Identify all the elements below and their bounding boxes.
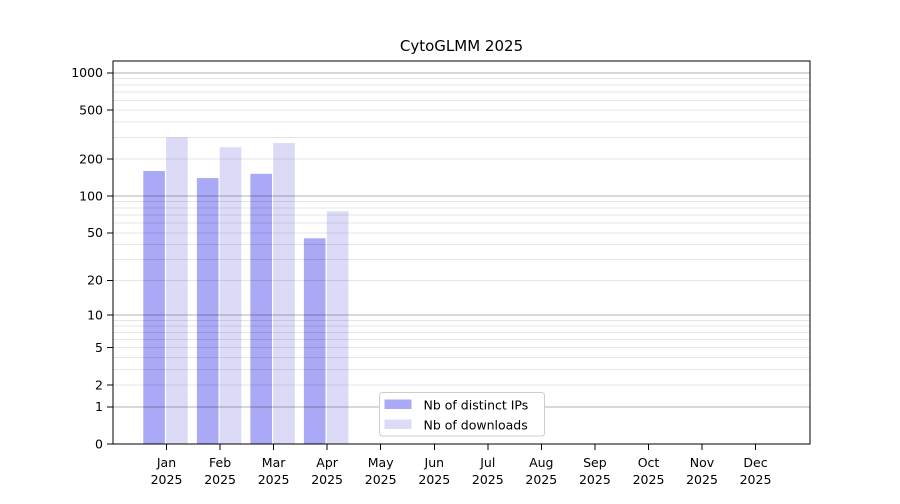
x-axis: Jan 2025 Feb 2025 Mar 2025 Apr 2025 May 2025 Jun 20… xyxy=(151,444,772,487)
x-tick-label-month: Sep xyxy=(583,455,607,470)
y-tick-label: 500 xyxy=(79,102,103,117)
x-tick-label-month: Oct xyxy=(638,455,660,470)
bar-distinct-ips-mar xyxy=(250,173,272,445)
y-tick-label: 2 xyxy=(95,377,103,392)
bars-group xyxy=(143,137,349,445)
bar-downloads-feb xyxy=(219,147,242,444)
bar-distinct-ips-apr xyxy=(303,238,326,444)
x-tick-label-month: Jul xyxy=(479,455,495,470)
x-tick-label-year: 2025 xyxy=(472,472,504,487)
bar-distinct-ips-jan xyxy=(143,171,165,444)
legend: Nb of distinct IPs Nb of downloads xyxy=(379,392,545,437)
x-tick-label-year: 2025 xyxy=(633,472,665,487)
legend-swatch-downloads xyxy=(384,419,412,429)
plot-frame xyxy=(112,60,811,445)
legend-label-downloads: Nb of downloads xyxy=(424,418,528,433)
y-tick-label: 10 xyxy=(87,308,103,323)
legend-swatch-distinct-ips xyxy=(384,399,412,409)
x-tick-label-month: Dec xyxy=(743,455,767,470)
y-tick-label: 200 xyxy=(79,151,103,166)
y-axis: 0 1 2 5 10 20 50 100 200 500 1000 xyxy=(71,65,113,451)
x-tick-label-month: Mar xyxy=(262,455,286,470)
x-tick-label-year: 2025 xyxy=(204,472,236,487)
x-tick-label-year: 2025 xyxy=(311,472,343,487)
x-tick-label-year: 2025 xyxy=(365,472,397,487)
x-tick-label-year: 2025 xyxy=(686,472,718,487)
x-tick-label-month: Jun xyxy=(424,455,445,470)
bar-downloads-jan xyxy=(166,137,188,444)
x-tick-label-year: 2025 xyxy=(151,472,183,487)
y-tick-label: 1 xyxy=(95,399,103,414)
y-tick-label: 50 xyxy=(87,225,103,240)
y-tick-label: 100 xyxy=(79,188,103,203)
legend-box xyxy=(379,392,545,437)
x-tick-label-month: Apr xyxy=(316,455,338,470)
legend-label-distinct-ips: Nb of distinct IPs xyxy=(424,398,529,413)
x-tick-label-month: Feb xyxy=(209,455,231,470)
chart-title: CytoGLMM 2025 xyxy=(400,37,523,55)
y-tick-label: 5 xyxy=(95,340,103,355)
x-tick-label-month: May xyxy=(368,455,394,470)
x-tick-label-year: 2025 xyxy=(525,472,557,487)
bar-downloads-mar xyxy=(273,143,295,444)
x-tick-label-month: Aug xyxy=(529,455,553,470)
x-tick-label-year: 2025 xyxy=(579,472,611,487)
bar-distinct-ips-feb xyxy=(196,178,219,444)
x-tick-label-year: 2025 xyxy=(258,472,290,487)
y-tick-label: 20 xyxy=(87,273,103,288)
x-tick-label-month: Nov xyxy=(690,455,715,470)
x-tick-label-year: 2025 xyxy=(740,472,772,487)
x-tick-label-year: 2025 xyxy=(418,472,450,487)
bar-downloads-apr xyxy=(326,211,349,444)
y-tick-label: 1000 xyxy=(71,65,103,80)
y-tick-label: 0 xyxy=(95,436,103,451)
x-tick-label-month: Jan xyxy=(156,455,176,470)
